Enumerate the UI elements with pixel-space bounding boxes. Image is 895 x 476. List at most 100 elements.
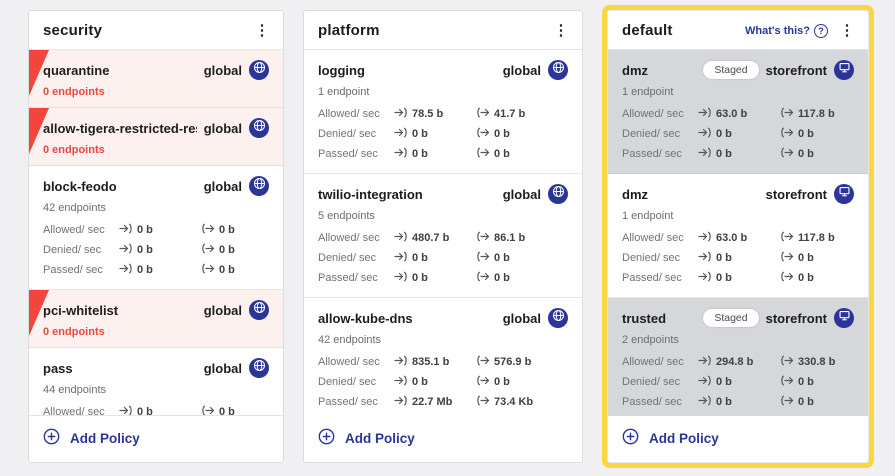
policy-card[interactable]: quarantine global 0 endpoints	[29, 50, 283, 108]
stat-row: Passed/ sec 0 b 0 b	[622, 144, 854, 164]
endpoints-count: 1 endpoint	[622, 86, 674, 98]
scope-label: storefront	[765, 62, 827, 78]
stat-label: Denied/ sec	[318, 128, 377, 140]
endpoints-count: 1 endpoint	[318, 86, 370, 98]
ingress-icon	[698, 375, 712, 389]
egress-icon	[476, 395, 490, 409]
ingress-value: 0 b	[394, 251, 476, 265]
egress-value: 0 b	[780, 147, 854, 161]
egress-text: 117.8 b	[798, 232, 835, 244]
ingress-icon	[394, 395, 408, 409]
egress-icon	[780, 395, 794, 409]
stat-row: Passed/ sec 0 b 0 b	[622, 268, 854, 288]
plus-circle-icon	[318, 428, 335, 448]
egress-value: 117.8 b	[780, 107, 854, 121]
egress-icon	[780, 375, 794, 389]
ingress-text: 0 b	[137, 264, 153, 276]
endpoints-count: 44 endpoints	[43, 384, 106, 396]
policy-card[interactable]: pci-whitelist global 0 endpoints	[29, 290, 283, 348]
egress-icon	[476, 251, 490, 265]
egress-value: 0 b	[201, 243, 269, 257]
stat-label: Denied/ sec	[318, 376, 377, 388]
policy-card[interactable]: allow-tigera-restricted-resources global 0…	[29, 108, 283, 166]
card-title-row: quarantine global	[43, 60, 269, 80]
globe-icon	[249, 358, 269, 378]
stat-label: Denied/ sec	[318, 252, 377, 264]
column-footer: Add Policy	[304, 416, 582, 462]
egress-text: 0 b	[219, 264, 235, 276]
kebab-menu-icon[interactable]: ⋮	[839, 22, 855, 39]
egress-icon	[476, 375, 490, 389]
ingress-text: 835.1 b	[412, 356, 450, 368]
egress-icon	[780, 107, 794, 121]
egress-icon	[476, 231, 490, 245]
traffic-stats: Allowed/ sec 835.1 b 576.9 b Denied/ sec 0 b…	[318, 352, 568, 412]
ingress-value: 0 b	[119, 263, 201, 277]
policy-name: trusted	[622, 310, 667, 326]
egress-icon	[780, 127, 794, 141]
card-title-row: allow-kube-dns global	[318, 308, 568, 328]
kebab-menu-icon[interactable]: ⋮	[553, 22, 569, 39]
stat-row: Denied/ sec 0 b 0 b	[318, 124, 568, 144]
policy-column-security: security ⋮ quarantine global 0 endpoints allo…	[28, 10, 284, 463]
scope-label: global	[203, 62, 242, 78]
egress-icon	[201, 405, 215, 415]
ingress-value: 78.5 b	[394, 107, 476, 121]
policy-name: dmz	[622, 186, 648, 202]
add-policy-button[interactable]: Add Policy	[43, 428, 140, 448]
ingress-text: 0 b	[716, 128, 732, 140]
cards-list: quarantine global 0 endpoints allow-tigera-…	[29, 50, 283, 415]
endpoints-count: 1 endpoint	[622, 210, 674, 222]
egress-value: 0 b	[780, 271, 854, 285]
stat-label: Denied/ sec	[43, 244, 102, 256]
policy-name: block-feodo	[43, 178, 117, 194]
egress-text: 0 b	[494, 128, 510, 140]
egress-text: 0 b	[798, 272, 814, 284]
add-policy-button[interactable]: Add Policy	[318, 428, 415, 448]
policy-name: dmz	[622, 62, 648, 78]
ingress-text: 0 b	[137, 406, 153, 415]
traffic-stats: Allowed/ sec 78.5 b 41.7 b Denied/ sec 0 b 0 …	[318, 104, 568, 164]
ingress-icon	[119, 223, 133, 237]
egress-icon	[476, 355, 490, 369]
policy-card[interactable]: twilio-integration global 5 endpoints Allow…	[304, 174, 582, 298]
scope-label: global	[203, 178, 242, 194]
policy-card[interactable]: block-feodo global 42 endpoints Allowed/ se…	[29, 166, 283, 290]
egress-text: 117.8 b	[798, 108, 835, 120]
monitor-icon	[834, 184, 854, 204]
policy-card[interactable]: logging global 1 endpoint Allowed/ sec 78.5 …	[304, 50, 582, 174]
ingress-text: 0 b	[716, 396, 732, 408]
egress-value: 330.8 b	[780, 355, 854, 369]
add-policy-button[interactable]: Add Policy	[622, 428, 719, 448]
egress-text: 0 b	[798, 148, 814, 160]
cards-list: logging global 1 endpoint Allowed/ sec 78.5 …	[304, 50, 582, 416]
ingress-icon	[119, 243, 133, 257]
ingress-icon	[698, 107, 712, 121]
kebab-menu-icon[interactable]: ⋮	[254, 22, 270, 39]
ingress-icon	[394, 231, 408, 245]
egress-icon	[476, 271, 490, 285]
whats-this-link[interactable]: What's this??	[745, 23, 828, 38]
policy-card[interactable]: trusted Staged storefront 2 endpoints Allowe…	[608, 298, 868, 416]
help-icon: ?	[814, 23, 828, 38]
ingress-text: 0 b	[716, 272, 732, 284]
stat-row: Passed/ sec 0 b 0 b	[318, 144, 568, 164]
egress-text: 0 b	[798, 376, 814, 388]
policy-card[interactable]: allow-kube-dns global 42 endpoints Allowed/…	[304, 298, 582, 416]
policy-card[interactable]: dmz Staged storefront 1 endpoint Allowed/ se…	[608, 50, 868, 174]
egress-text: 0 b	[494, 376, 510, 388]
ingress-value: 0 b	[698, 251, 780, 265]
stat-row: Passed/ sec 0 b 0 b	[622, 392, 854, 412]
ingress-text: 480.7 b	[412, 232, 450, 244]
ingress-value: 22.7 Mb	[394, 395, 476, 409]
card-title-row: dmz storefront	[622, 184, 854, 204]
stat-label: Passed/ sec	[622, 396, 682, 408]
policy-card[interactable]: pass global 44 endpoints Allowed/ sec 0 b 0 b…	[29, 348, 283, 415]
egress-value: 0 b	[780, 375, 854, 389]
ingress-icon	[394, 271, 408, 285]
stat-row: Denied/ sec 0 b 0 b	[318, 372, 568, 392]
policy-card[interactable]: dmz storefront 1 endpoint Allowed/ sec 63.0 …	[608, 174, 868, 298]
egress-icon	[780, 355, 794, 369]
egress-value: 0 b	[476, 271, 568, 285]
card-title-row: dmz Staged storefront	[622, 60, 854, 80]
